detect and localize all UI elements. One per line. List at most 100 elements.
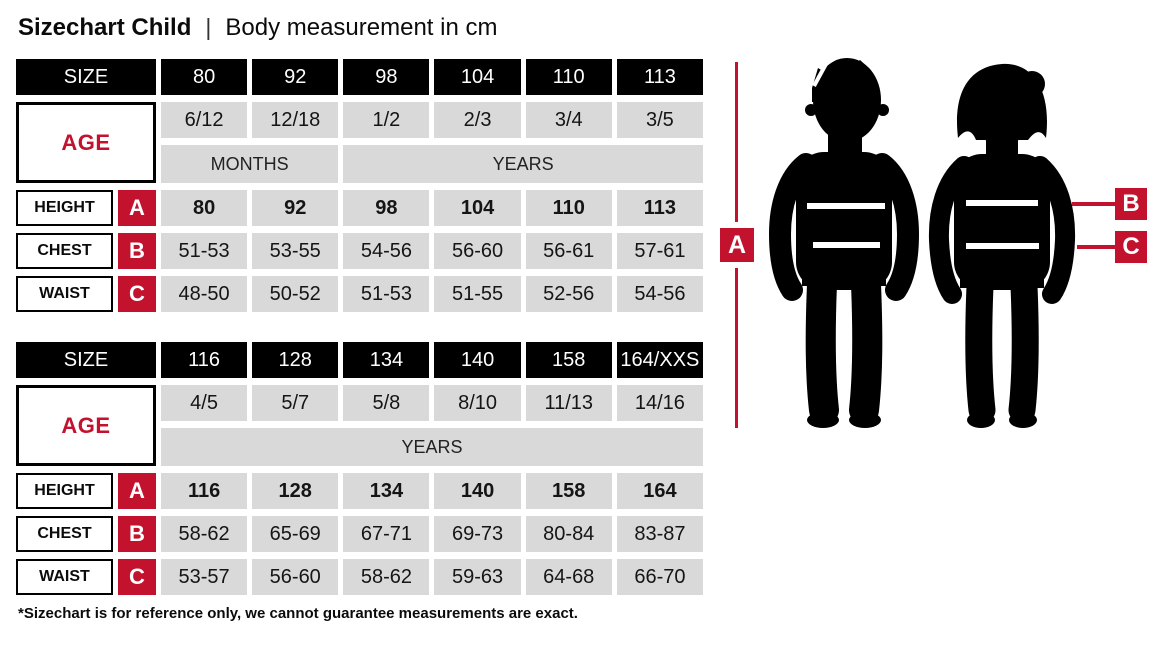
height-value: 158 — [525, 473, 612, 509]
marker-c-badge: C — [1115, 231, 1147, 263]
height-value: 92 — [252, 190, 339, 226]
chest-value: 53-55 — [252, 233, 339, 269]
waist-value: 64-68 — [525, 559, 612, 595]
marker-a-cell: A — [118, 473, 156, 509]
size-value: 110 — [525, 59, 612, 95]
waist-value: 56-60 — [252, 559, 339, 595]
row-label-chest: CHEST — [16, 516, 113, 552]
row-label-height: HEIGHT — [16, 473, 113, 509]
chest-value: 80-84 — [525, 516, 612, 552]
row-label-waist: WAIST — [16, 559, 113, 595]
age-unit-years: YEARS — [161, 428, 703, 466]
height-measure-line-bottom — [735, 268, 738, 428]
height-value: 134 — [343, 473, 430, 509]
waist-value: 53-57 — [161, 559, 248, 595]
size-header-label: SIZE — [16, 59, 156, 95]
size-header-label: SIZE — [16, 342, 156, 378]
size-value: 98 — [343, 59, 430, 95]
age-unit-years: YEARS — [343, 145, 703, 183]
row-label-waist: WAIST — [16, 276, 113, 312]
age-value: 4/5 — [161, 385, 248, 421]
waist-measure-line — [1077, 245, 1115, 249]
size-value: 164/XXS — [616, 342, 703, 378]
chest-value: 56-60 — [434, 233, 521, 269]
chest-value: 58-62 — [161, 516, 248, 552]
height-value: 113 — [616, 190, 703, 226]
age-value: 6/12 — [161, 102, 248, 138]
chest-value: 51-53 — [161, 233, 248, 269]
age-value: 1/2 — [343, 102, 430, 138]
title-separator: | — [205, 14, 212, 40]
age-value: 2/3 — [434, 102, 521, 138]
row-label-chest: CHEST — [16, 233, 113, 269]
height-value: 104 — [434, 190, 521, 226]
disclaimer-footnote: *Sizechart is for reference only, we can… — [18, 605, 578, 622]
waist-value: 52-56 — [525, 276, 612, 312]
marker-a-badge: A — [720, 228, 754, 262]
height-value: 98 — [343, 190, 430, 226]
size-value: 104 — [434, 59, 521, 95]
age-value: 5/8 — [343, 385, 430, 421]
age-value: 8/10 — [434, 385, 521, 421]
title-subtitle: Body measurement in cm — [225, 14, 498, 41]
waist-value: 66-70 — [616, 559, 703, 595]
sizechart-table-small: SIZE 80 92 98 104 110 113 AGE 6/12 12/18… — [16, 59, 703, 312]
age-header-label: AGE — [16, 102, 156, 183]
waist-value: 51-53 — [343, 276, 430, 312]
height-value: 110 — [525, 190, 612, 226]
size-value: 134 — [343, 342, 430, 378]
chest-measure-line — [1072, 202, 1115, 206]
size-value: 128 — [252, 342, 339, 378]
age-header-label: AGE — [16, 385, 156, 466]
height-measure-line-top — [735, 62, 738, 222]
chest-value: 54-56 — [343, 233, 430, 269]
waist-value: 51-55 — [434, 276, 521, 312]
size-value: 140 — [434, 342, 521, 378]
chest-value: 69-73 — [434, 516, 521, 552]
age-value: 3/5 — [616, 102, 703, 138]
waist-value: 48-50 — [161, 276, 248, 312]
age-value: 11/13 — [525, 385, 612, 421]
boy-silhouette — [768, 58, 920, 428]
page-title: Sizechart Child | Body measurement in cm — [18, 14, 497, 42]
height-value: 164 — [616, 473, 703, 509]
size-value: 80 — [161, 59, 248, 95]
marker-b-badge: B — [1115, 188, 1147, 220]
marker-a-cell: A — [118, 190, 156, 226]
size-value: 113 — [616, 59, 703, 95]
waist-value: 50-52 — [252, 276, 339, 312]
height-value: 80 — [161, 190, 248, 226]
marker-b-cell: B — [118, 233, 156, 269]
chest-value: 83-87 — [616, 516, 703, 552]
marker-c-cell: C — [118, 559, 156, 595]
height-value: 128 — [252, 473, 339, 509]
marker-b-cell: B — [118, 516, 156, 552]
age-value: 12/18 — [252, 102, 339, 138]
row-label-height: HEIGHT — [16, 190, 113, 226]
title-main: Sizechart Child — [18, 14, 192, 41]
boy-hair-notch — [812, 63, 828, 87]
girl-silhouette — [928, 63, 1076, 428]
sizechart-table-large: SIZE 116 128 134 140 158 164/XXS AGE 4/5… — [16, 342, 703, 595]
height-value: 140 — [434, 473, 521, 509]
marker-c-cell: C — [118, 276, 156, 312]
waist-value: 54-56 — [616, 276, 703, 312]
waist-value: 59-63 — [434, 559, 521, 595]
boy-chest-line — [807, 203, 885, 209]
size-value: 92 — [252, 59, 339, 95]
chest-value: 56-61 — [525, 233, 612, 269]
waist-value: 58-62 — [343, 559, 430, 595]
girl-chest-line — [966, 200, 1038, 206]
boy-waist-line — [813, 242, 880, 248]
size-value: 116 — [161, 342, 248, 378]
chest-value: 67-71 — [343, 516, 430, 552]
girl-waist-line — [966, 243, 1039, 249]
size-value: 158 — [525, 342, 612, 378]
chest-value: 65-69 — [252, 516, 339, 552]
age-unit-months: MONTHS — [161, 145, 339, 183]
age-value: 5/7 — [252, 385, 339, 421]
height-value: 116 — [161, 473, 248, 509]
chest-value: 57-61 — [616, 233, 703, 269]
age-value: 3/4 — [525, 102, 612, 138]
